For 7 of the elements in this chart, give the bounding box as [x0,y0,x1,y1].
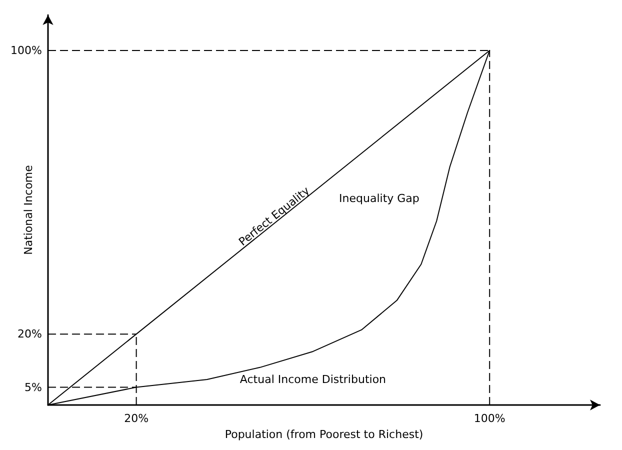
annotation: Actual Income Distribution [240,373,386,386]
y-axis-title: National Income [22,164,35,255]
y-tick-label: 5% [24,380,42,394]
y-tick-label: 20% [18,328,42,341]
x-axis-title: Population (from Poorest to Richest) [224,428,424,441]
annotation: Inequality Gap [339,192,420,205]
y-tick-label: 100% [10,44,42,57]
